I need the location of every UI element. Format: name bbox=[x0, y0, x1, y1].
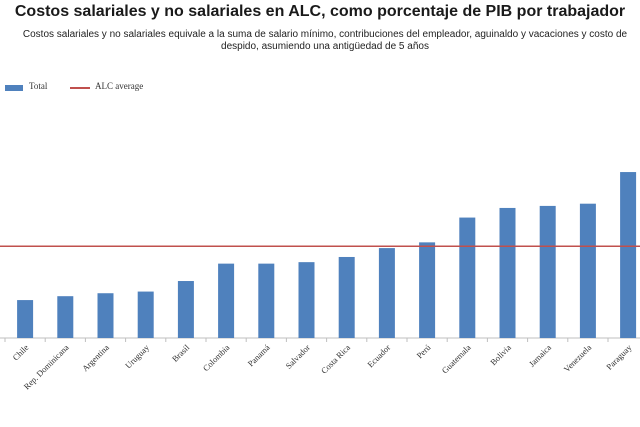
bar-1 bbox=[17, 300, 34, 338]
legend-swatch-total bbox=[5, 85, 23, 91]
chart-subtitle: Costos salariales y no salariales equiva… bbox=[22, 29, 628, 52]
x-tick-label: Jamaica bbox=[527, 342, 554, 369]
bar-16 bbox=[620, 172, 637, 338]
bar-2 bbox=[57, 296, 74, 338]
bar-13 bbox=[499, 207, 516, 338]
x-tick-label: Paraguay bbox=[604, 342, 634, 372]
x-tick-label: Uruguay bbox=[123, 342, 152, 371]
legend-swatch-average bbox=[70, 87, 90, 89]
bar-8 bbox=[298, 262, 315, 338]
x-tick-label: Colombia bbox=[201, 342, 232, 373]
x-tick-label: Brasil bbox=[170, 342, 192, 364]
x-tick-label: Salvador bbox=[283, 342, 312, 371]
bar-6 bbox=[218, 263, 235, 338]
x-tick-label: Venezuela bbox=[562, 342, 594, 374]
x-tick-label: Guatemala bbox=[440, 342, 473, 375]
x-tick-label: Argentina bbox=[80, 342, 111, 373]
legend-label-average: ALC average bbox=[95, 81, 144, 91]
bar-4 bbox=[137, 291, 154, 338]
x-tick-label: Chile bbox=[10, 342, 30, 362]
x-tick-label: Perú bbox=[414, 342, 433, 361]
bar-7 bbox=[258, 263, 275, 338]
x-tick-label: Panamá bbox=[246, 342, 272, 368]
bar-11 bbox=[419, 242, 436, 338]
x-tick-label: Ecuador bbox=[365, 342, 392, 369]
bar-12 bbox=[459, 217, 476, 338]
bar-9 bbox=[338, 256, 355, 338]
bar-5 bbox=[177, 281, 194, 338]
bar-10 bbox=[378, 248, 395, 338]
x-tick-label: Costa Rica bbox=[319, 342, 352, 375]
bar-15 bbox=[579, 203, 596, 338]
legend-label-total: Total bbox=[29, 81, 48, 91]
bar-3 bbox=[97, 293, 114, 338]
chart-title: Costos salariales y no salariales en ALC… bbox=[14, 3, 626, 20]
x-tick-label: Bolivia bbox=[488, 342, 513, 367]
bar-14 bbox=[539, 205, 556, 338]
